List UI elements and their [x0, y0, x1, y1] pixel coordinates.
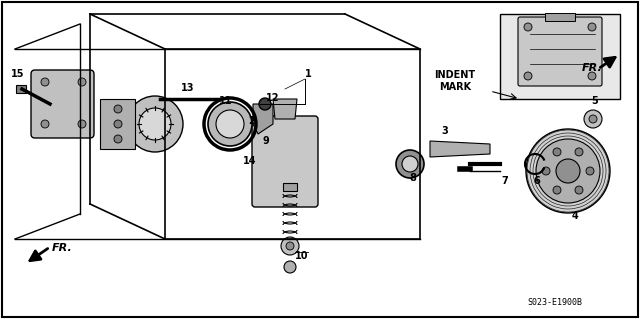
Text: 9: 9: [262, 136, 269, 146]
Circle shape: [114, 105, 122, 113]
Polygon shape: [273, 99, 297, 119]
Circle shape: [553, 148, 561, 156]
Text: FR.: FR.: [52, 243, 73, 253]
Polygon shape: [253, 104, 273, 134]
Circle shape: [589, 115, 597, 123]
Circle shape: [584, 110, 602, 128]
Circle shape: [78, 120, 86, 128]
Polygon shape: [100, 99, 135, 149]
Circle shape: [114, 135, 122, 143]
Circle shape: [281, 237, 299, 255]
Text: 13: 13: [181, 83, 195, 93]
Circle shape: [586, 167, 594, 175]
Circle shape: [575, 186, 583, 194]
Text: 11: 11: [220, 96, 233, 106]
Circle shape: [286, 242, 294, 250]
Circle shape: [259, 98, 271, 110]
Text: 10: 10: [295, 251, 308, 261]
Circle shape: [588, 23, 596, 31]
Text: 1: 1: [305, 69, 312, 79]
Circle shape: [284, 261, 296, 273]
Text: S023-E1900B: S023-E1900B: [527, 298, 582, 307]
Text: 8: 8: [410, 173, 417, 183]
Circle shape: [216, 110, 244, 138]
Circle shape: [524, 72, 532, 80]
Circle shape: [524, 23, 532, 31]
Circle shape: [575, 148, 583, 156]
Circle shape: [396, 150, 424, 178]
FancyBboxPatch shape: [31, 70, 94, 138]
Circle shape: [41, 78, 49, 86]
Text: 5: 5: [591, 96, 598, 106]
Circle shape: [114, 120, 122, 128]
Circle shape: [208, 102, 252, 146]
Text: 3: 3: [442, 126, 449, 136]
Text: 15: 15: [12, 69, 25, 79]
Text: 2: 2: [248, 116, 255, 126]
Polygon shape: [430, 141, 490, 157]
Circle shape: [588, 72, 596, 80]
Circle shape: [127, 96, 183, 152]
Text: FR.: FR.: [582, 63, 603, 73]
Text: 12: 12: [266, 93, 280, 103]
Bar: [16, 85, 26, 93]
FancyBboxPatch shape: [518, 17, 602, 86]
Circle shape: [139, 108, 171, 140]
Text: 4: 4: [572, 211, 579, 221]
Circle shape: [41, 120, 49, 128]
Bar: [283, 183, 297, 191]
Circle shape: [78, 78, 86, 86]
Text: 7: 7: [502, 176, 508, 186]
Text: 6: 6: [534, 176, 540, 186]
Circle shape: [542, 167, 550, 175]
Circle shape: [526, 129, 610, 213]
Bar: [500, 14, 620, 99]
FancyBboxPatch shape: [252, 116, 318, 207]
Text: INDENT
MARK: INDENT MARK: [435, 70, 476, 92]
Circle shape: [536, 139, 600, 203]
Bar: [545, 13, 575, 21]
Circle shape: [402, 156, 418, 172]
Circle shape: [553, 186, 561, 194]
Circle shape: [556, 159, 580, 183]
Text: 14: 14: [243, 156, 257, 166]
